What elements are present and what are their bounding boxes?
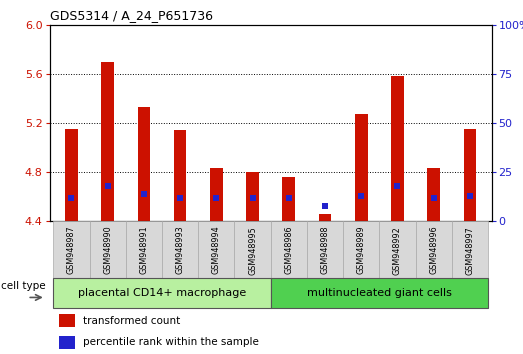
Text: GSM948997: GSM948997 [465,226,474,275]
Bar [427,169,440,221]
Bar [210,169,223,221]
Text: GSM948991: GSM948991 [139,226,149,274]
Bar [282,177,295,221]
Text: GSM948995: GSM948995 [248,226,257,275]
Bar [246,172,259,221]
FancyBboxPatch shape [53,221,89,278]
Text: multinucleated giant cells: multinucleated giant cells [307,288,452,298]
Bar [463,129,476,221]
FancyBboxPatch shape [271,278,488,308]
FancyBboxPatch shape [307,221,343,278]
FancyBboxPatch shape [379,221,416,278]
Text: transformed count: transformed count [83,316,180,326]
Bar [101,62,114,221]
Bar [319,214,332,221]
Text: GSM948989: GSM948989 [357,226,366,274]
Text: placental CD14+ macrophage: placental CD14+ macrophage [78,288,246,298]
Text: GSM948990: GSM948990 [103,226,112,274]
Bar [355,114,368,221]
FancyBboxPatch shape [234,221,271,278]
Bar [138,107,150,221]
Bar [59,336,75,349]
FancyBboxPatch shape [452,221,488,278]
FancyBboxPatch shape [198,221,234,278]
Bar [174,130,186,221]
FancyBboxPatch shape [53,278,271,308]
Bar [59,314,75,327]
Text: GDS5314 / A_24_P651736: GDS5314 / A_24_P651736 [50,9,213,22]
FancyBboxPatch shape [271,221,307,278]
FancyBboxPatch shape [162,221,198,278]
Text: GSM948996: GSM948996 [429,226,438,274]
Bar [391,76,404,221]
Text: GSM948994: GSM948994 [212,226,221,274]
Text: GSM948986: GSM948986 [285,226,293,274]
Text: cell type: cell type [1,281,46,291]
FancyBboxPatch shape [126,221,162,278]
FancyBboxPatch shape [89,221,126,278]
Text: GSM948988: GSM948988 [321,226,329,274]
Text: GSM948993: GSM948993 [176,226,185,274]
Text: GSM948987: GSM948987 [67,226,76,274]
FancyBboxPatch shape [343,221,379,278]
Text: GSM948992: GSM948992 [393,226,402,275]
Text: percentile rank within the sample: percentile rank within the sample [83,337,259,348]
Bar [65,129,78,221]
FancyBboxPatch shape [416,221,452,278]
